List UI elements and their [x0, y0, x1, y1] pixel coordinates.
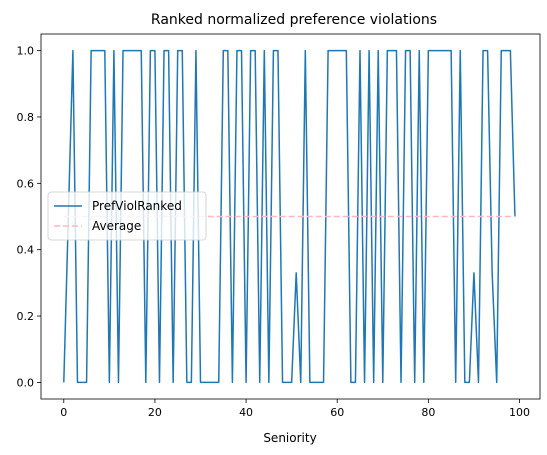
x-tick-label: 20 — [148, 406, 162, 419]
x-axis-label: Seniority — [263, 431, 316, 445]
legend-box — [47, 191, 207, 241]
x-tick-label: 40 — [239, 406, 253, 419]
x-tick-label: 60 — [330, 406, 344, 419]
y-tick-label: 0.6 — [17, 177, 35, 190]
x-tick-label: 0 — [60, 406, 67, 419]
series-line-0 — [63, 49, 516, 384]
plot-frame — [40, 33, 541, 400]
legend: PrefViolRanked Average — [47, 191, 207, 241]
y-tick-label: 0.2 — [17, 310, 35, 323]
chart-title: Ranked normalized preference violations — [151, 12, 437, 28]
x-tick-label: 80 — [421, 406, 435, 419]
legend-label-0: PrefViolRanked — [92, 199, 182, 213]
y-tick-label: 0.8 — [17, 111, 35, 124]
y-tick-label: 0.0 — [17, 376, 35, 389]
y-tick-label: 1.0 — [17, 45, 35, 58]
axes: 0 20 40 60 80 100 0.0 0.2 0.4 0.6 0.8 1.0 — [17, 33, 541, 419]
legend-label-1: Average — [92, 219, 141, 233]
x-tick-label: 100 — [509, 406, 530, 419]
y-tick-label: 0.4 — [17, 244, 35, 257]
